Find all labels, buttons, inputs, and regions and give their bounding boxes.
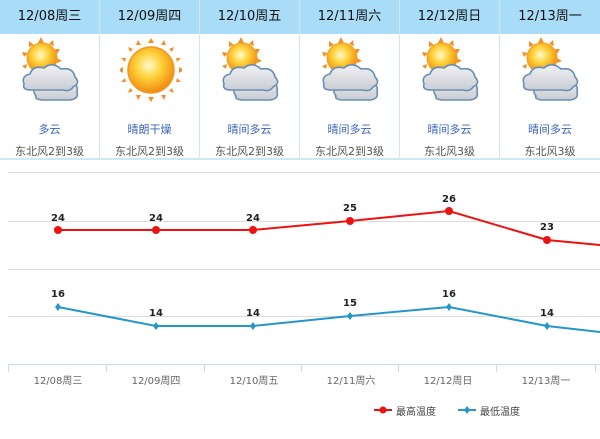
day-date: 12/09周四: [100, 0, 199, 34]
data-label: 14: [246, 308, 260, 319]
wind-desc: 东北风2到3级: [15, 145, 84, 158]
weather-desc: 多云: [38, 123, 61, 136]
data-label: 23: [540, 222, 554, 233]
day-date: 12/11周六: [300, 0, 399, 34]
temperature-chart: 24 24 24 25 26 23 16 14 14 15 16 14: [8, 172, 600, 372]
high-temp-line: [58, 209, 600, 246]
legend-item-low[interactable]: 最低温度: [458, 402, 520, 418]
high-temp-points: [54, 207, 551, 244]
weather-desc: 晴朗干燥: [127, 123, 172, 136]
partly-cloudy-icon: [320, 34, 382, 114]
data-label: 24: [149, 213, 163, 224]
weather-desc: 晴间多云: [327, 123, 372, 136]
forecast-day: 12/09周四 晴朗干燥 东北风2到3级: [100, 0, 200, 160]
day-date: 12/10周五: [200, 0, 299, 34]
forecast-strip: 12/08周三 多云 东北风2到3级 12/09周四 晴朗干燥 东北风2到3级 …: [0, 0, 600, 160]
partly-cloudy-icon: [220, 34, 282, 114]
x-axis-label: 12/08周三: [33, 376, 83, 387]
low-temp-labels: 16 14 14 15 16 14: [51, 289, 554, 319]
low-temp-line: [57, 305, 600, 333]
day-date: 12/13周一: [500, 0, 600, 34]
data-label: 16: [442, 289, 456, 300]
forecast-day: 12/11周六 晴间多云 东北风2到3级: [300, 0, 400, 160]
legend-item-high[interactable]: 最高温度: [374, 402, 436, 418]
partly-cloudy-icon: [520, 34, 582, 114]
x-axis-label: 12/11周六: [326, 376, 376, 387]
x-axis: [8, 364, 600, 372]
sunny-icon: [120, 34, 182, 114]
wind-desc: 东北风2到3级: [315, 145, 384, 158]
data-label: 16: [51, 289, 65, 300]
x-axis-label: 12/13周一: [521, 376, 571, 387]
forecast-day: 12/13周一 晴间多云 东北风3级: [500, 0, 600, 160]
data-label: 25: [343, 203, 357, 214]
data-label: 24: [51, 213, 65, 224]
partly-cloudy-icon: [420, 34, 482, 114]
forecast-day: 12/08周三 多云 东北风2到3级: [0, 0, 100, 160]
partly-cloudy-icon: [20, 34, 82, 114]
data-label: 24: [246, 213, 260, 224]
grid-lines: [8, 172, 600, 317]
data-label: 14: [540, 308, 554, 319]
wind-desc: 东北风2到3级: [115, 145, 184, 158]
red-dot-line-icon: [374, 406, 392, 414]
weather-desc: 晴间多云: [427, 123, 472, 136]
wind-desc: 东北风3级: [524, 145, 576, 158]
data-label: 26: [442, 194, 456, 205]
x-axis-label: 12/09周四: [131, 376, 181, 387]
wind-desc: 东北风2到3级: [215, 145, 284, 158]
blue-diamond-line-icon: [458, 406, 476, 414]
forecast-day: 12/12周日 晴间多云 东北风3级: [400, 0, 500, 160]
day-date: 12/12周日: [400, 0, 499, 34]
data-label: 15: [343, 298, 357, 309]
legend-label: 最高温度: [396, 406, 436, 418]
day-date: 12/08周三: [0, 0, 99, 34]
x-axis-label: 12/10周五: [229, 376, 279, 387]
high-temp-labels: 24 24 24 25 26 23: [51, 194, 554, 233]
x-axis-label: 12/12周日: [423, 376, 473, 387]
weather-desc: 晴间多云: [227, 123, 272, 136]
forecast-day: 12/10周五 晴间多云 东北风2到3级: [200, 0, 300, 160]
legend-label: 最低温度: [480, 406, 520, 418]
low-temp-points: [55, 303, 550, 330]
weather-desc: 晴间多云: [528, 123, 572, 136]
data-label: 14: [149, 308, 163, 319]
wind-desc: 东北风3级: [424, 145, 475, 158]
